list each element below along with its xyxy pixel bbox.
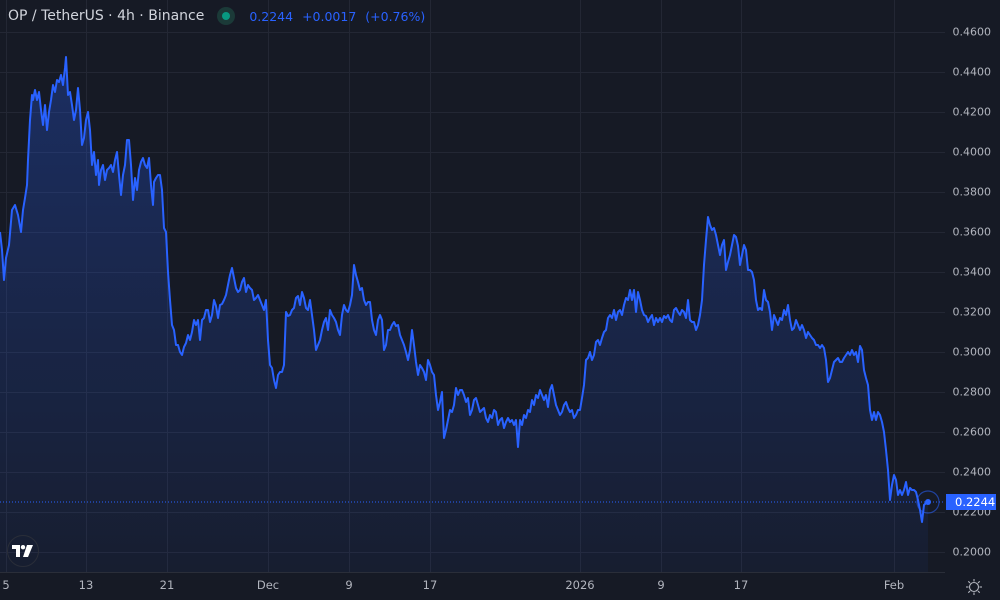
tradingview-logo-icon[interactable]: [7, 535, 39, 567]
price-label: 0.4000: [952, 145, 992, 159]
last-price-marker-ring: [916, 490, 940, 514]
price-area-fill: [0, 57, 928, 572]
current-price-tag: 0.2244: [946, 494, 996, 510]
price-label: 0.2000: [952, 545, 992, 559]
time-label: Feb: [883, 578, 905, 592]
price-line: [0, 56, 929, 523]
price-label: 0.3000: [952, 345, 992, 359]
price-label: 0.3800: [952, 185, 992, 199]
symbol-title[interactable]: OP / TetherUS · 4h · Binance: [8, 8, 205, 24]
time-label: 13: [78, 578, 94, 592]
price-label: 0.4200: [952, 105, 992, 119]
price-label: 0.2800: [952, 385, 992, 399]
price-values: 0.2244 +0.0017 (+0.76%): [249, 9, 430, 24]
time-label: 21: [159, 578, 175, 592]
time-label: Dec: [256, 578, 280, 592]
price-label: 0.3600: [952, 225, 992, 239]
time-label: 17: [422, 578, 438, 592]
time-label: 2026: [565, 578, 595, 592]
time-label: 5: [2, 578, 10, 592]
last-price: 0.2244: [249, 8, 294, 24]
price-change: +0.0017: [302, 8, 357, 24]
chart-settings-icon[interactable]: [965, 578, 983, 596]
time-label: 9: [345, 578, 353, 592]
price-label: 0.2600: [952, 425, 992, 439]
price-change-pct: (+0.76%): [365, 8, 426, 24]
chart-legend: OP / TetherUS · 4h · Binance 0.2244 +0.0…: [8, 7, 430, 25]
price-label: 0.2400: [952, 465, 992, 479]
price-label: 0.3200: [952, 305, 992, 319]
last-price-marker-dot: [925, 499, 931, 505]
time-label: 17: [733, 578, 749, 592]
market-status-icon: [217, 7, 236, 25]
price-label: 0.4400: [952, 65, 992, 79]
price-label: 0.4600: [952, 25, 992, 39]
price-label: 0.3400: [952, 265, 992, 279]
time-label: 9: [657, 578, 665, 592]
